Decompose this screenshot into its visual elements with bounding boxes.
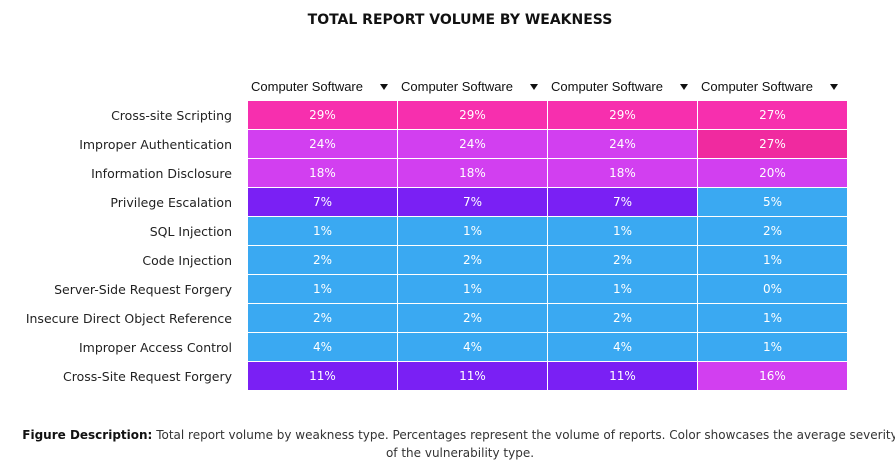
title: TOTAL REPORT VOLUME BY WEAKNESS bbox=[307, 12, 613, 28]
cell: 29% bbox=[548, 101, 698, 130]
cell: 24% bbox=[248, 130, 398, 159]
cell: 27% bbox=[698, 130, 848, 159]
cell: 0% bbox=[698, 275, 848, 304]
row-label: Insecure Direct Object Reference bbox=[25, 311, 232, 326]
caption: Figure Description: Total report volume … bbox=[20, 426, 895, 462]
cell: 11% bbox=[398, 362, 548, 391]
cell: 1% bbox=[548, 217, 698, 246]
row-label: Information Disclosure bbox=[91, 166, 232, 181]
cell: 7% bbox=[248, 188, 398, 217]
cell: 4% bbox=[548, 333, 698, 362]
cell: 5% bbox=[698, 188, 848, 217]
column-label: Computer Software bbox=[701, 79, 813, 94]
cell: 2% bbox=[398, 246, 548, 275]
cell: 18% bbox=[398, 159, 548, 188]
cell: 11% bbox=[248, 362, 398, 391]
column-label: Computer Software bbox=[251, 79, 363, 94]
cell: 4% bbox=[398, 333, 548, 362]
column-dropdown[interactable]: Computer Software bbox=[698, 74, 846, 100]
row-label: SQL Injection bbox=[149, 224, 232, 239]
cell: 20% bbox=[698, 159, 848, 188]
cell: 18% bbox=[248, 159, 398, 188]
row-label: Improper Access Control bbox=[79, 340, 232, 355]
row-label: Server-Side Request Forgery bbox=[54, 282, 232, 297]
cell: 2% bbox=[698, 217, 848, 246]
cell: 1% bbox=[698, 304, 848, 333]
cell: 27% bbox=[698, 101, 848, 130]
column-label: Computer Software bbox=[551, 79, 663, 94]
cell: 1% bbox=[398, 217, 548, 246]
cell: 2% bbox=[548, 304, 698, 333]
caption-text: Total report volume by weakness type. Pe… bbox=[156, 428, 895, 460]
row-label: Improper Authentication bbox=[79, 137, 232, 152]
cell: 18% bbox=[548, 159, 698, 188]
cell: 11% bbox=[548, 362, 698, 391]
cell: 2% bbox=[398, 304, 548, 333]
cell: 2% bbox=[248, 304, 398, 333]
cell: 1% bbox=[698, 246, 848, 275]
cell: 7% bbox=[398, 188, 548, 217]
cell: 1% bbox=[698, 333, 848, 362]
dropdown-arrow bbox=[680, 84, 688, 90]
dropdown-arrow bbox=[380, 84, 388, 90]
row-label: Privilege Escalation bbox=[110, 195, 232, 210]
row-label: Cross-site Scripting bbox=[111, 108, 232, 123]
cell: 24% bbox=[398, 130, 548, 159]
cell: 29% bbox=[248, 101, 398, 130]
dropdown-arrow bbox=[830, 84, 838, 90]
column-dropdown[interactable]: Computer Software bbox=[548, 74, 696, 100]
cell: 2% bbox=[548, 246, 698, 275]
cell: 1% bbox=[548, 275, 698, 304]
cell: 4% bbox=[248, 333, 398, 362]
cell: 1% bbox=[248, 275, 398, 304]
cell: 1% bbox=[248, 217, 398, 246]
cell: 2% bbox=[248, 246, 398, 275]
cell: 16% bbox=[698, 362, 848, 391]
row-label: Cross-Site Request Forgery bbox=[63, 369, 232, 384]
caption-label: Figure Description: bbox=[22, 428, 153, 442]
column-label: Computer Software bbox=[401, 79, 513, 94]
dropdown-arrow bbox=[530, 84, 538, 90]
row-label: Code Injection bbox=[142, 253, 232, 268]
cell: 24% bbox=[548, 130, 698, 159]
cell: 7% bbox=[548, 188, 698, 217]
cell: 1% bbox=[398, 275, 548, 304]
column-dropdown[interactable]: Computer Software bbox=[398, 74, 546, 100]
column-dropdown[interactable]: Computer Software bbox=[248, 74, 396, 100]
cell: 29% bbox=[398, 101, 548, 130]
